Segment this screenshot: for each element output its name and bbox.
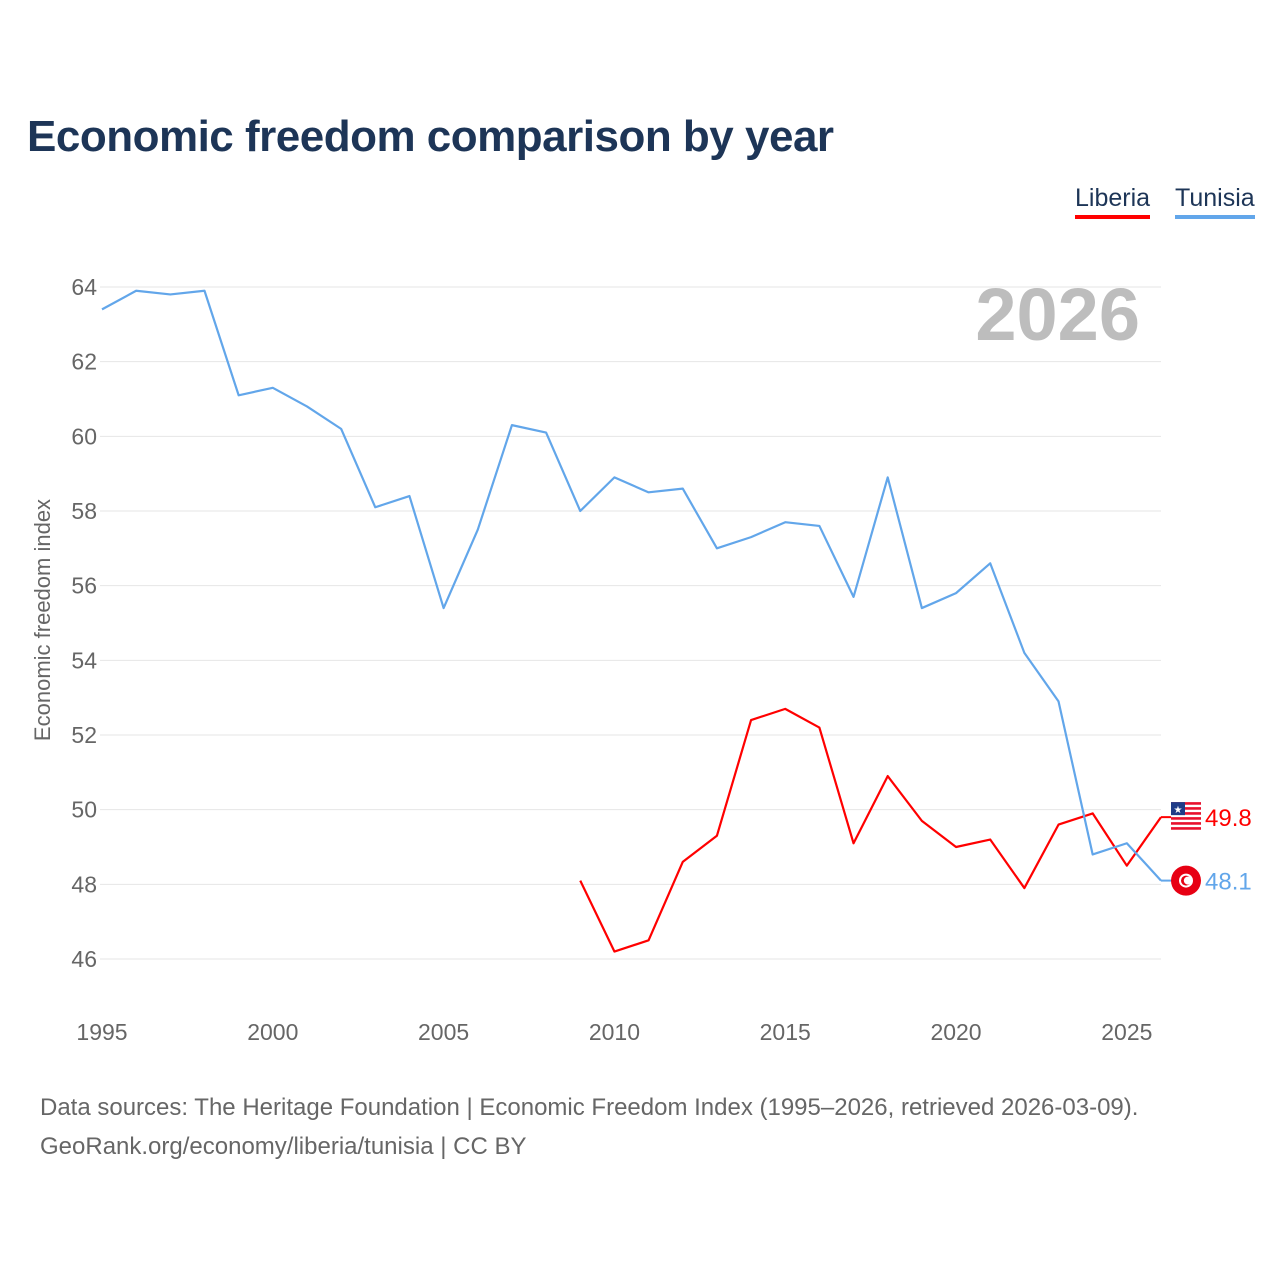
year-watermark: 2026 xyxy=(975,273,1140,356)
source-link[interactable]: GeoRank.org/economy/liberia/tunisia | CC… xyxy=(40,1133,527,1160)
flag-stripe xyxy=(1171,802,1201,805)
chart-title: Economic freedom comparison by year xyxy=(27,112,834,161)
flag-canton xyxy=(1171,802,1185,816)
y-tick-label: 64 xyxy=(71,274,97,300)
flag-star: ★ xyxy=(1174,805,1183,816)
y-tick-label: 54 xyxy=(71,647,97,673)
x-tick-label: 2015 xyxy=(760,1019,811,1045)
flag-stripe xyxy=(1171,807,1201,810)
y-tick-label: 48 xyxy=(71,871,97,897)
legend-item-tunisia[interactable]: Tunisia xyxy=(1175,184,1255,219)
x-tick-label: 2000 xyxy=(247,1019,298,1045)
y-tick-label: 52 xyxy=(71,722,97,748)
flag-crescent-cut xyxy=(1183,876,1192,885)
x-tick-label: 2025 xyxy=(1101,1019,1152,1045)
series-line-liberia xyxy=(579,707,1162,953)
x-tick-label: 2020 xyxy=(930,1019,981,1045)
flag-stripe xyxy=(1171,817,1201,820)
series-line-tunisia xyxy=(101,289,1162,882)
end-value-label: 49.8 xyxy=(1205,805,1252,832)
y-tick-label: 50 xyxy=(71,797,97,823)
x-tick-label: 1995 xyxy=(76,1019,127,1045)
flag-stripe xyxy=(1171,827,1201,830)
y-tick-label: 46 xyxy=(71,946,97,972)
flag-stripe xyxy=(1171,812,1201,815)
y-tick-label: 62 xyxy=(71,349,97,375)
x-tick-label: 2005 xyxy=(418,1019,469,1045)
x-tick-label: 2010 xyxy=(589,1019,640,1045)
source-line: Data sources: The Heritage Foundation | … xyxy=(40,1094,1139,1121)
y-tick-label: 56 xyxy=(71,573,97,599)
liberia-flag-icon: ★ xyxy=(1171,802,1201,833)
end-value-label: 48.1 xyxy=(1205,869,1252,896)
tunisia-flag-icon xyxy=(1171,865,1201,896)
source-note: Data sources: The Heritage Foundation | … xyxy=(40,1088,1138,1166)
legend-item-liberia[interactable]: Liberia xyxy=(1075,184,1151,219)
y-tick-label: 58 xyxy=(71,498,97,524)
y-tick-label: 60 xyxy=(71,423,97,449)
y-axis-label: Economic freedom index xyxy=(30,499,55,741)
flag-stripe xyxy=(1171,822,1201,825)
